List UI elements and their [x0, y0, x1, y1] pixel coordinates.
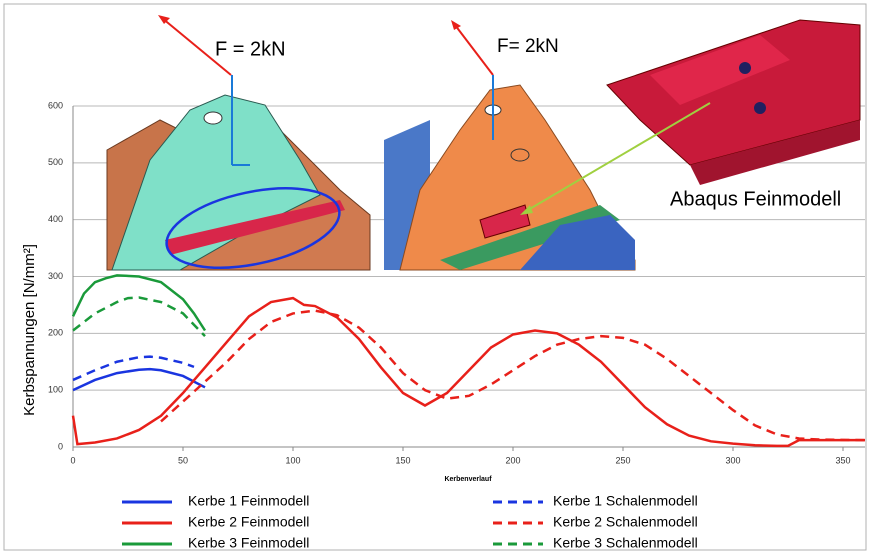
y-tick-label: 100	[48, 385, 63, 395]
x-tick-label: 0	[70, 455, 75, 465]
page: F = 2kN F= 2kN Abaqus Feinmodell Kerbspa…	[0, 0, 871, 560]
x-tick-label: 50	[178, 455, 188, 465]
y-axis-title: Kerbspannungen [N/mm²]	[21, 244, 38, 416]
y-tick-label: 400	[48, 214, 63, 224]
y-tick-label: 300	[48, 271, 63, 281]
y-tick-label: 0	[58, 441, 63, 451]
legend-label: Kerbe 2 Schalenmodell	[553, 514, 698, 530]
y-tick-label: 600	[48, 100, 63, 110]
chart: F = 2kN F= 2kN Abaqus Feinmodell Kerbspa…	[0, 0, 871, 555]
x-tick-label: 150	[395, 455, 410, 465]
y-tick-label: 500	[48, 157, 63, 167]
legend-label: Kerbe 1 Feinmodell	[188, 493, 309, 509]
annotation: Abaqus Feinmodell	[670, 188, 841, 210]
legend-label: Kerbe 1 Schalenmodell	[553, 493, 698, 509]
legend-label: Kerbe 2 Feinmodell	[188, 514, 309, 530]
x-tick-label: 100	[285, 455, 300, 465]
x-tick-label: 200	[505, 455, 520, 465]
x-tick-label: 250	[615, 455, 630, 465]
x-axis-title: Kerbenverlauf	[444, 476, 492, 483]
legend-label: Kerbe 3 Schalenmodell	[553, 535, 698, 551]
x-tick-label: 350	[835, 455, 850, 465]
annotation: F = 2kN	[215, 38, 286, 60]
x-tick-label: 300	[725, 455, 740, 465]
annotation: F= 2kN	[497, 36, 559, 57]
y-tick-label: 200	[48, 328, 63, 338]
legend-label: Kerbe 3 Feinmodell	[188, 535, 309, 551]
